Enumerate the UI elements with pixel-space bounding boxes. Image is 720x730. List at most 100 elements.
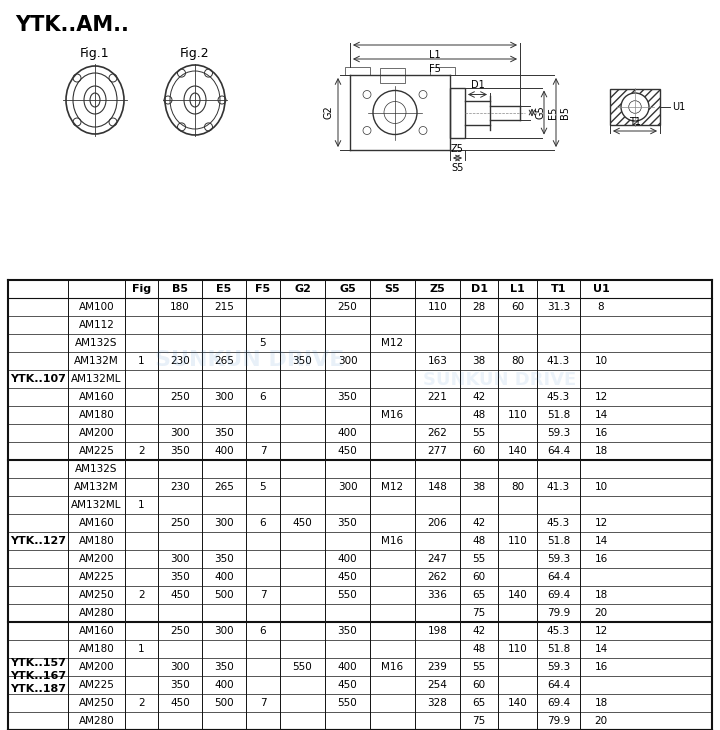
Text: 64.4: 64.4 bbox=[547, 446, 570, 456]
Text: 247: 247 bbox=[428, 554, 447, 564]
Text: M12: M12 bbox=[382, 338, 404, 348]
Text: 51.8: 51.8 bbox=[547, 644, 570, 654]
Text: 59.3: 59.3 bbox=[547, 662, 570, 672]
Text: AM132S: AM132S bbox=[76, 464, 118, 474]
Text: AM200: AM200 bbox=[78, 554, 114, 564]
Text: 2: 2 bbox=[138, 590, 145, 600]
Text: 239: 239 bbox=[428, 662, 447, 672]
Text: 300: 300 bbox=[170, 554, 190, 564]
Text: 206: 206 bbox=[428, 518, 447, 528]
Text: AM180: AM180 bbox=[78, 644, 114, 654]
Text: 300: 300 bbox=[338, 356, 357, 366]
Text: 41.3: 41.3 bbox=[547, 356, 570, 366]
Text: 38: 38 bbox=[472, 482, 485, 492]
Text: 8: 8 bbox=[598, 302, 604, 312]
Text: M16: M16 bbox=[382, 662, 404, 672]
Text: 48: 48 bbox=[472, 536, 485, 546]
Bar bbox=[450, 88, 465, 137]
Text: 110: 110 bbox=[508, 410, 527, 420]
Text: D1: D1 bbox=[471, 80, 485, 91]
Text: 300: 300 bbox=[338, 482, 357, 492]
Text: 300: 300 bbox=[214, 518, 234, 528]
Text: G5: G5 bbox=[536, 106, 546, 120]
Text: 140: 140 bbox=[508, 698, 527, 708]
Text: 6: 6 bbox=[260, 518, 266, 528]
Text: AM200: AM200 bbox=[78, 662, 114, 672]
Text: 79.9: 79.9 bbox=[547, 608, 570, 618]
Text: M16: M16 bbox=[382, 536, 404, 546]
Text: U1: U1 bbox=[672, 102, 685, 112]
Text: 6: 6 bbox=[260, 626, 266, 636]
Text: T1: T1 bbox=[629, 117, 641, 127]
Text: G5: G5 bbox=[339, 284, 356, 294]
Text: 18: 18 bbox=[595, 446, 608, 456]
Text: 300: 300 bbox=[170, 662, 190, 672]
Text: 16: 16 bbox=[595, 554, 608, 564]
Text: 1: 1 bbox=[138, 356, 145, 366]
Text: 60: 60 bbox=[472, 680, 485, 690]
Text: 42: 42 bbox=[472, 392, 485, 402]
Text: 450: 450 bbox=[170, 698, 190, 708]
Text: 500: 500 bbox=[214, 698, 234, 708]
Text: 80: 80 bbox=[511, 482, 524, 492]
Text: YTK..127: YTK..127 bbox=[10, 536, 66, 546]
Text: 550: 550 bbox=[338, 698, 357, 708]
Text: 42: 42 bbox=[472, 626, 485, 636]
Text: F5: F5 bbox=[429, 64, 441, 74]
Text: 450: 450 bbox=[170, 590, 190, 600]
Text: 350: 350 bbox=[338, 518, 357, 528]
Text: 215: 215 bbox=[214, 302, 234, 312]
Text: 350: 350 bbox=[170, 446, 190, 456]
Text: 12: 12 bbox=[595, 626, 608, 636]
Text: 450: 450 bbox=[338, 680, 357, 690]
Text: 500: 500 bbox=[214, 590, 234, 600]
Text: 5: 5 bbox=[260, 482, 266, 492]
Text: Z5: Z5 bbox=[430, 284, 446, 294]
Text: SUNKUN DRIVE: SUNKUN DRIVE bbox=[423, 371, 577, 389]
Text: AM280: AM280 bbox=[78, 608, 114, 618]
Text: 69.4: 69.4 bbox=[547, 698, 570, 708]
Text: 51.8: 51.8 bbox=[547, 536, 570, 546]
Text: 55: 55 bbox=[472, 428, 485, 438]
Text: AM225: AM225 bbox=[78, 572, 114, 582]
Text: 1: 1 bbox=[138, 500, 145, 510]
Text: 59.3: 59.3 bbox=[547, 428, 570, 438]
Text: 254: 254 bbox=[428, 680, 447, 690]
Text: 336: 336 bbox=[428, 590, 447, 600]
Text: 450: 450 bbox=[292, 518, 312, 528]
Text: 180: 180 bbox=[170, 302, 190, 312]
Text: 5: 5 bbox=[260, 338, 266, 348]
Text: 14: 14 bbox=[595, 410, 608, 420]
Text: U1: U1 bbox=[593, 284, 609, 294]
Text: 400: 400 bbox=[338, 428, 357, 438]
Text: AM250: AM250 bbox=[78, 698, 114, 708]
Text: Z5: Z5 bbox=[451, 144, 464, 154]
Text: 262: 262 bbox=[428, 572, 447, 582]
Text: 75: 75 bbox=[472, 608, 485, 618]
Text: 400: 400 bbox=[214, 680, 234, 690]
Text: 110: 110 bbox=[428, 302, 447, 312]
Text: AM132M: AM132M bbox=[74, 482, 119, 492]
Text: E5: E5 bbox=[548, 107, 558, 119]
Text: 31.3: 31.3 bbox=[547, 302, 570, 312]
Text: 69.4: 69.4 bbox=[547, 590, 570, 600]
Text: 65: 65 bbox=[472, 698, 485, 708]
Text: 350: 350 bbox=[214, 428, 234, 438]
Text: M16: M16 bbox=[382, 410, 404, 420]
Text: AM225: AM225 bbox=[78, 446, 114, 456]
Text: 350: 350 bbox=[170, 680, 190, 690]
Text: 250: 250 bbox=[338, 302, 357, 312]
Text: 20: 20 bbox=[595, 608, 608, 618]
Text: 300: 300 bbox=[170, 428, 190, 438]
Text: 2: 2 bbox=[138, 698, 145, 708]
Text: 350: 350 bbox=[214, 554, 234, 564]
Text: 45.3: 45.3 bbox=[547, 626, 570, 636]
Text: 400: 400 bbox=[214, 446, 234, 456]
Text: S5: S5 bbox=[452, 163, 464, 173]
Text: 59.3: 59.3 bbox=[547, 554, 570, 564]
Text: M12: M12 bbox=[382, 482, 404, 492]
Text: YTK..107: YTK..107 bbox=[10, 374, 66, 384]
Text: AM132ML: AM132ML bbox=[71, 374, 122, 384]
Text: 140: 140 bbox=[508, 446, 527, 456]
Text: 300: 300 bbox=[214, 626, 234, 636]
